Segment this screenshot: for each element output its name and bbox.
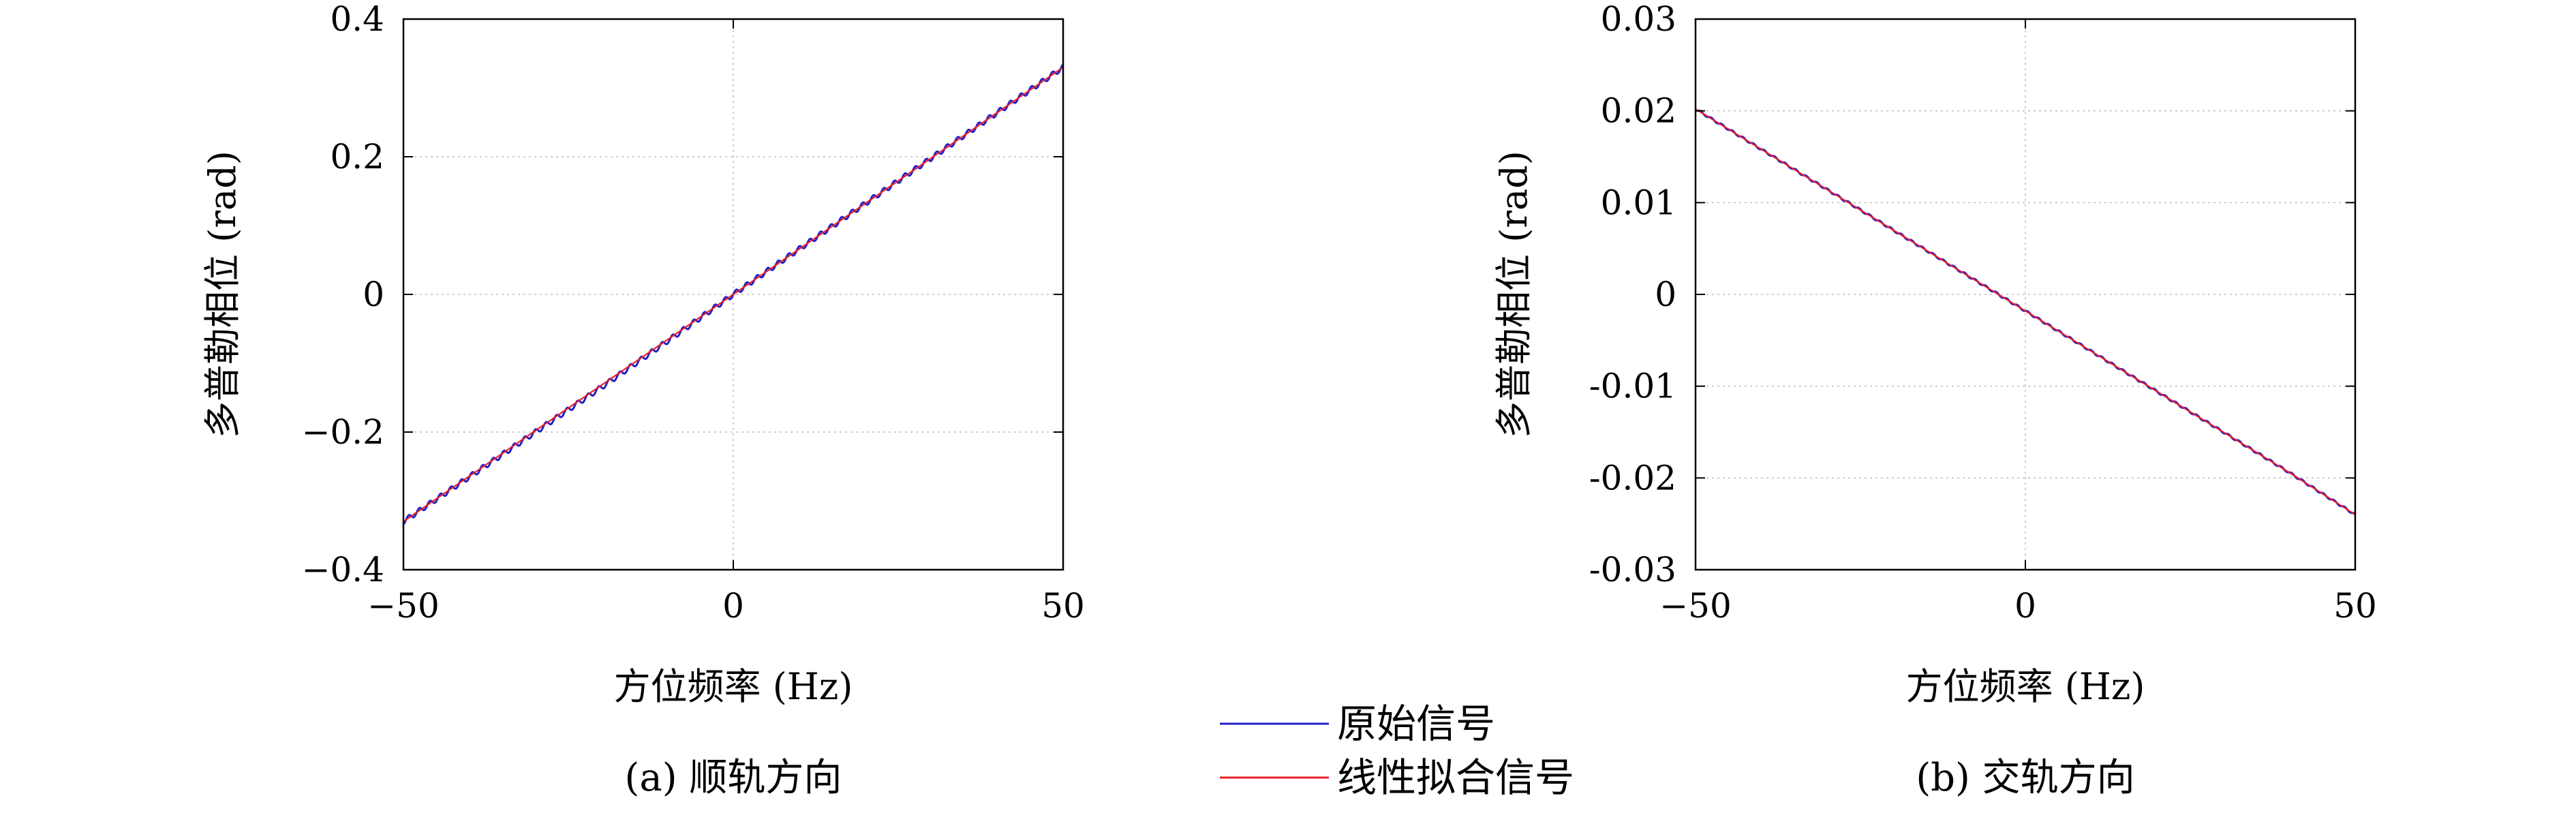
chart-b-series-fit: [1695, 108, 2356, 516]
chart-a-caption: (a) 顺轨方向: [625, 756, 842, 800]
legend-label-fit: 线性拟合信号: [1337, 754, 1574, 801]
chart-a-xtick-label-2: 50: [1041, 586, 1085, 626]
chart-a-xtick-label-0: −50: [367, 586, 440, 626]
chart-b-ytick-label-3: 0: [1655, 275, 1676, 314]
chart-a-ytick-label-3: −0.2: [302, 412, 384, 452]
chart-b-ytick-label-2: 0.01: [1601, 183, 1676, 222]
chart-a-xlabel: 方位频率 (Hz): [614, 665, 853, 708]
chart-b-ytick-label-6: -0.03: [1589, 550, 1676, 589]
chart-a-series-fit: [403, 66, 1064, 523]
chart-b-ytick-label-4: -0.01: [1589, 367, 1676, 406]
chart-b-xtick-label-1: 0: [2014, 586, 2036, 626]
chart-b-xtick-label-2: 50: [2333, 586, 2377, 626]
chart-b-ytick-label-5: -0.02: [1589, 458, 1676, 497]
chart-b-ylabel: 多普勒相位 (rad): [1492, 151, 1535, 438]
chart-a-xtick-label-1: 0: [722, 586, 744, 626]
chart-a-ylabel: 多普勒相位 (rad): [201, 151, 244, 438]
chart-a-ytick-label-2: 0: [363, 275, 384, 314]
legend-label-original: 原始信号: [1337, 701, 1495, 747]
chart-b-xlabel: 方位频率 (Hz): [1906, 665, 2145, 708]
chart-a-ytick-label-4: −0.4: [302, 550, 384, 589]
chart-b-xtick-label-0: −50: [1659, 586, 1732, 626]
chart-b-cross-track: −50 0 50 0.03 0.02 0.01 0 -0.01 -0.02 -0.03 方位频率 (…: [1492, 0, 2377, 800]
chart-b-caption: (b) 交轨方向: [1916, 756, 2134, 800]
legend: 原始信号 线性拟合信号: [1220, 701, 1574, 801]
chart-b-ytick-label-0: 0.03: [1601, 0, 1676, 39]
chart-a-along-track: −50 0 50 0.4 0.2 0 −0.2 −0.4 方位频率 (Hz) 多普勒相位 (rad…: [201, 0, 1085, 800]
chart-a-ytick-label-0: 0.4: [330, 0, 384, 39]
chart-b-ytick-label-1: 0.02: [1601, 91, 1676, 131]
chart-a-ytick-label-1: 0.2: [330, 137, 384, 177]
